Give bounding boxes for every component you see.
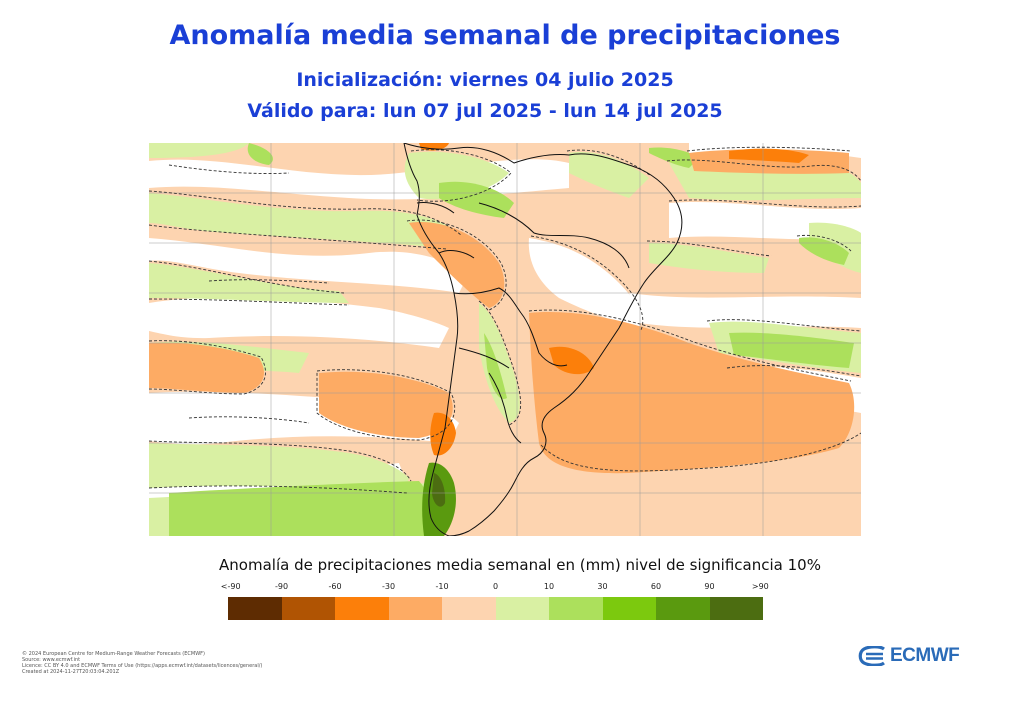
- ecmwf-logo-icon: [858, 646, 885, 666]
- credit-line: Source: www.ecmwf.int: [22, 657, 81, 663]
- legend-label: 60: [650, 582, 662, 591]
- legend-swatch: [442, 597, 496, 620]
- credit-line: © 2024 European Centre for Medium-Range …: [22, 651, 205, 657]
- credit-line: Created at 2024-11-27T20:03:04.201Z: [22, 669, 120, 675]
- legend-swatch: [495, 597, 549, 620]
- initialization-subtitle: Inicialización: viernes 04 julio 2025: [296, 69, 674, 91]
- ecmwf-logo: ECMWF: [856, 645, 960, 667]
- legend-swatch: [602, 597, 656, 620]
- validity-subtitle: Válido para: lun 07 jul 2025 - lun 14 ju…: [247, 100, 723, 122]
- legend-swatch: [388, 597, 442, 620]
- significance-contours: [149, 146, 861, 494]
- legend-label: 30: [597, 582, 608, 591]
- ecmwf-logo-text: ECMWF: [890, 645, 960, 666]
- legend-colorbar: [228, 597, 763, 620]
- legend-swatch: [656, 597, 710, 620]
- legend-label: 10: [543, 582, 555, 591]
- legend-labels: <-90 -90 -60 -30 -10 0 10 30 60 90 >90: [221, 582, 769, 594]
- legend-swatch: [335, 597, 389, 620]
- legend-swatch: [228, 597, 282, 620]
- legend-swatch: [281, 597, 335, 620]
- credits: © 2024 European Centre for Medium-Range …: [22, 651, 282, 675]
- legend-label: -10: [435, 582, 449, 591]
- legend-label: -90: [274, 582, 289, 591]
- coastlines: [403, 143, 683, 536]
- legend-swatch: [709, 597, 763, 620]
- legend-label: 0: [492, 582, 499, 591]
- legend-label: -30: [381, 582, 396, 591]
- legend-swatch: [549, 597, 603, 620]
- anomaly-map-svg: [149, 143, 861, 536]
- credit-line: Licence: CC BY 4.0 and ECMWF Terms of Us…: [22, 663, 263, 669]
- legend-label: 90: [704, 582, 715, 591]
- legend-title: Anomalía de precipitaciones media semana…: [219, 556, 821, 574]
- legend-label: -60: [328, 582, 342, 591]
- page-title: Anomalía media semanal de precipitacione…: [169, 20, 841, 51]
- legend-label: >90: [751, 582, 769, 591]
- anomaly-map: [149, 143, 861, 536]
- legend-label: <-90: [220, 582, 241, 591]
